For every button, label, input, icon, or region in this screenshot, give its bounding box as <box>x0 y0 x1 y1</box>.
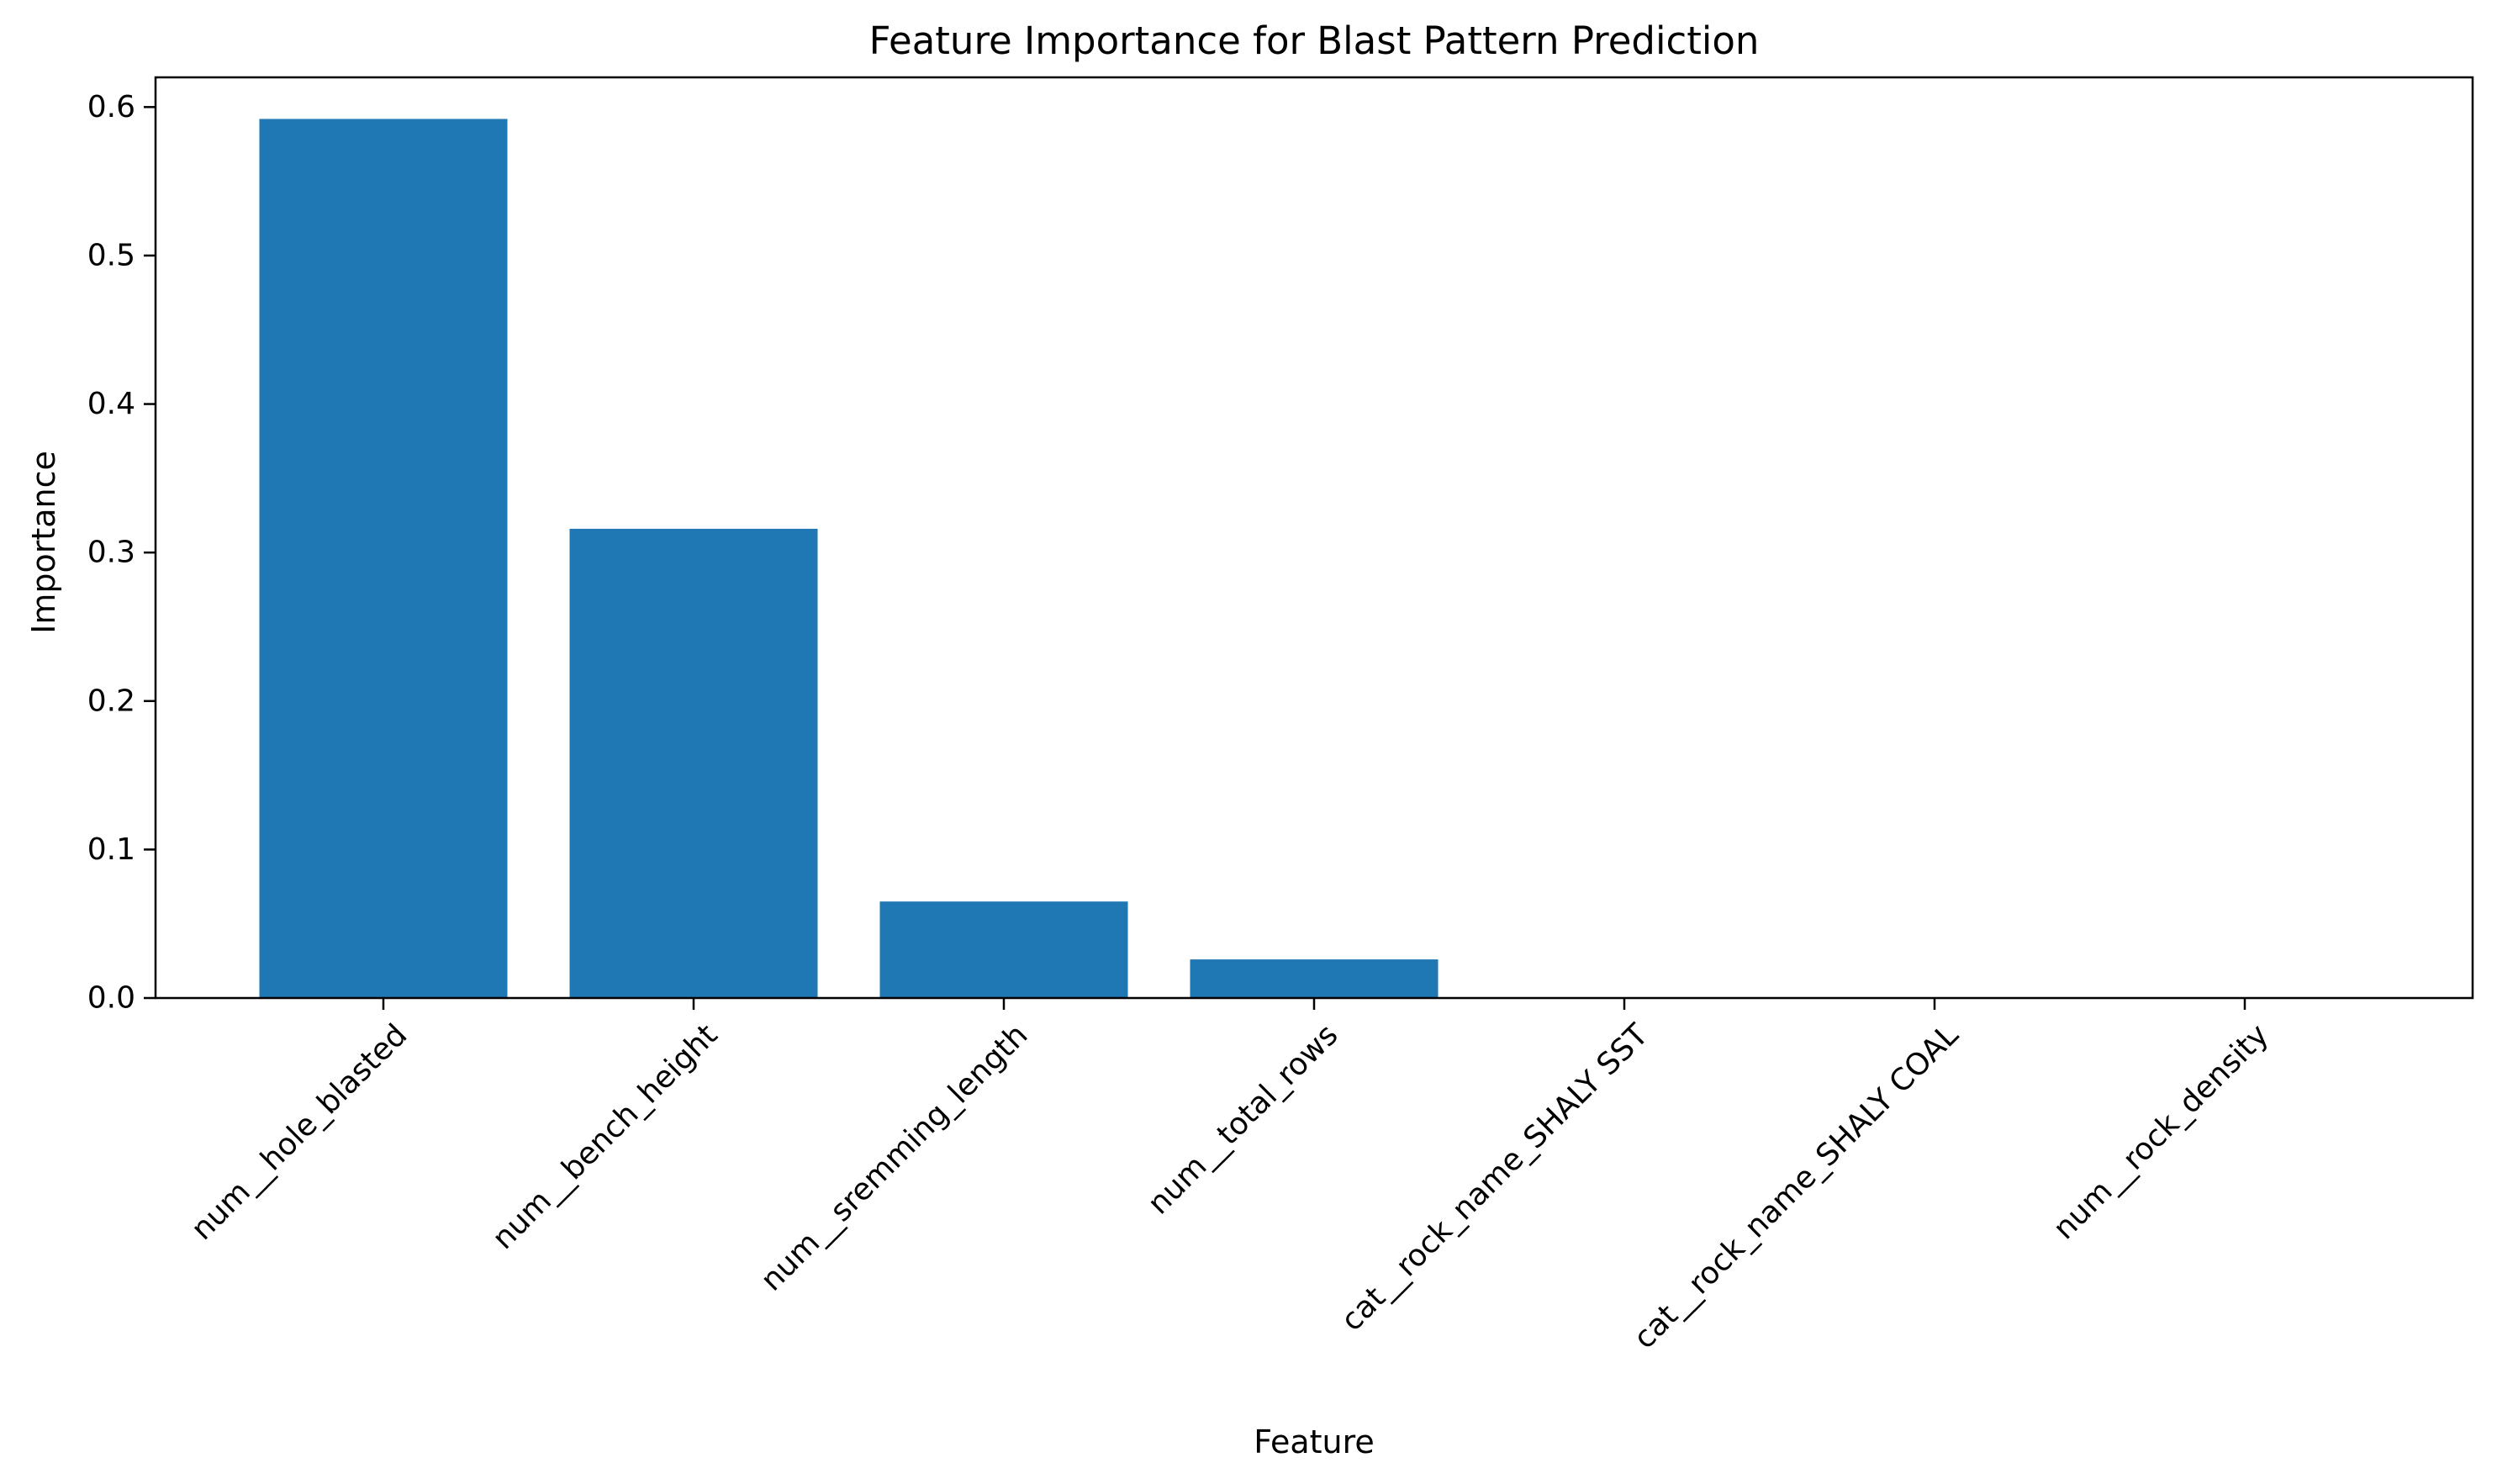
plot-area-frame <box>154 76 2474 1000</box>
chart-title: Feature Importance for Blast Pattern Pre… <box>869 18 1760 63</box>
y-axis-ticks: 0.0 0.1 0.2 0.3 0.4 0.5 0.6 <box>87 90 156 1016</box>
bar-1 <box>569 528 818 998</box>
y-axis-label: Importance <box>25 451 62 634</box>
y-tick-label-1: 0.1 <box>87 832 135 867</box>
x-axis-label: Feature <box>1254 1423 1375 1460</box>
x-axis-ticks: num__hole_blasted num__bench_height num__s… <box>185 998 2276 1355</box>
x-tick-label-0: num__hole_blasted <box>185 1017 414 1247</box>
y-tick-label-6: 0.6 <box>87 90 135 124</box>
x-tick-label-4: cat__rock_name_SHALY SST <box>1335 1017 1656 1339</box>
x-tick-label-3: num__total_rows <box>1141 1017 1344 1221</box>
x-tick-label-5: cat__rock_name_SHALY COAL <box>1627 1017 1965 1355</box>
bar-0 <box>259 119 508 998</box>
x-tick-label-2: num__sremming_length <box>754 1017 1034 1297</box>
bar-3 <box>1190 959 1439 998</box>
bars-group <box>259 119 1439 998</box>
bar-2 <box>879 901 1128 998</box>
x-tick-label-6: num__rock_density <box>2047 1017 2276 1246</box>
y-tick-label-4: 0.4 <box>87 387 135 421</box>
x-tick-label-1: num__bench_height <box>486 1017 724 1255</box>
y-tick-label-5: 0.5 <box>87 238 135 272</box>
y-tick-label-0: 0.0 <box>87 981 135 1016</box>
y-tick-label-3: 0.3 <box>87 536 135 570</box>
y-tick-label-2: 0.2 <box>87 684 135 718</box>
